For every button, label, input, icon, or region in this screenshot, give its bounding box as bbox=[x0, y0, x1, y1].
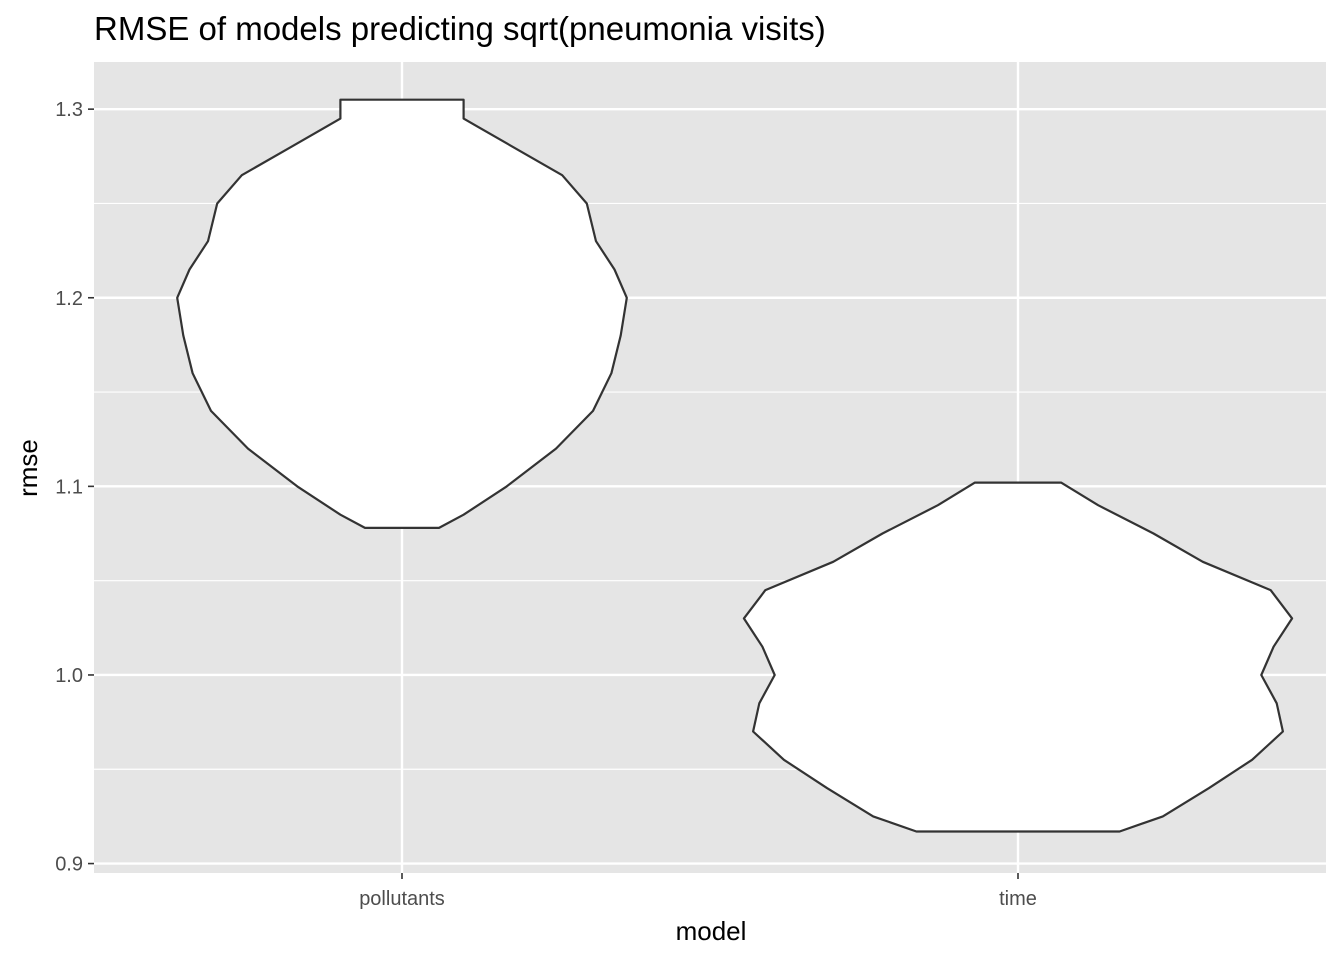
y-tick-label: 1.3 bbox=[55, 99, 83, 121]
violin-time bbox=[742, 481, 1294, 833]
violin-pollutants bbox=[176, 98, 628, 529]
y-tick-label: 1.2 bbox=[55, 288, 83, 310]
y-tick-label: 1.1 bbox=[55, 476, 83, 498]
x-axis: pollutants time bbox=[359, 873, 1037, 910]
violins bbox=[176, 98, 1294, 833]
y-axis: 0.9 1.0 1.1 1.2 1.3 bbox=[55, 99, 94, 876]
y-tick-label: 0.9 bbox=[55, 854, 83, 876]
x-tick-label: time bbox=[999, 888, 1037, 910]
y-axis-title: rmse bbox=[13, 439, 43, 497]
x-tick-label: pollutants bbox=[359, 888, 445, 910]
y-tick-label: 1.0 bbox=[55, 665, 83, 687]
x-axis-title: model bbox=[676, 916, 747, 946]
chart-title: RMSE of models predicting sqrt(pneumonia… bbox=[94, 10, 826, 47]
